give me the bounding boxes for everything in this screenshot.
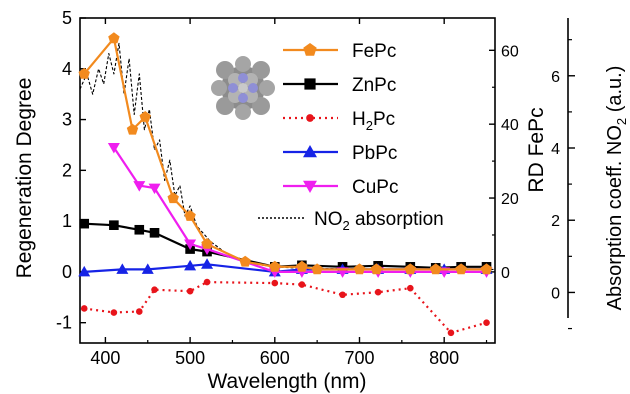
y-tick-label: 0 <box>62 262 72 282</box>
x-axis-title: Wavelength (nm) <box>207 370 366 393</box>
series-fepc <box>78 32 493 275</box>
data-point <box>133 181 146 192</box>
y-tick-label: 3 <box>62 110 72 130</box>
legend: FePc ZnPc H2Pc PbPc CuPc NO2 absorption <box>258 41 444 233</box>
y-tick-label: 4 <box>62 59 72 79</box>
data-point <box>184 210 196 221</box>
y3-axis-title-main: Absorption coeff. NO <box>604 125 626 310</box>
y-tick-label: 1 <box>62 211 72 231</box>
data-point <box>311 263 323 275</box>
x-tick-label: 700 <box>344 348 374 368</box>
data-point <box>430 263 442 275</box>
y3-tick-label: 0 <box>551 285 560 302</box>
data-point <box>269 260 281 272</box>
y2-tick-label: 20 <box>501 191 519 208</box>
data-point <box>353 263 366 275</box>
data-point <box>184 239 197 250</box>
legend-marker <box>303 145 317 158</box>
y3-tick-label: 4 <box>551 141 560 158</box>
legend-label-no2: NO2 absorption <box>314 209 444 233</box>
data-point <box>80 305 88 312</box>
data-point <box>201 238 213 249</box>
data-point <box>108 32 120 44</box>
legend-label: PbPc <box>352 143 397 164</box>
data-point <box>79 218 90 229</box>
molecule-image <box>211 56 275 120</box>
data-point <box>134 224 145 235</box>
data-point <box>139 111 151 122</box>
y2-tick-label: 40 <box>501 117 519 134</box>
series-h-pc <box>80 278 490 337</box>
y-tick-label: 2 <box>62 160 72 180</box>
legend-marker <box>303 180 317 193</box>
legend-label: CuPc <box>352 177 398 198</box>
legend-label: H2Pc <box>352 109 395 133</box>
y-tick-label: 5 <box>62 8 72 28</box>
y2-tick-label: 60 <box>501 43 519 60</box>
x-tick-label: 500 <box>175 348 205 368</box>
legend-label: FePc <box>352 41 396 62</box>
y3-axis-title-unit: (a.u.) <box>604 66 626 118</box>
data-point <box>135 308 143 315</box>
data-point <box>201 258 214 269</box>
data-point <box>151 286 158 293</box>
legend-marker <box>303 43 317 56</box>
series-line <box>84 281 487 334</box>
y3-tick-label: 2 <box>551 213 560 230</box>
x-tick-label: 400 <box>90 348 120 368</box>
y-tick-label: -1 <box>56 313 72 333</box>
y-axis-title: Regeneration Degree <box>13 78 36 279</box>
series-no-absorption <box>79 42 495 270</box>
data-point <box>239 255 251 267</box>
legend-marker <box>304 78 316 90</box>
y3-tick-label: 6 <box>551 69 560 86</box>
y3-axis-title: Absorption coeff. NO2 (a.u.) <box>604 66 629 311</box>
y2-tick-label: 0 <box>501 265 510 282</box>
data-point <box>141 263 154 274</box>
data-point <box>78 265 91 277</box>
series-line <box>79 42 495 270</box>
x-tick-label: 800 <box>429 348 459 368</box>
series-line <box>84 222 487 269</box>
data-point <box>167 192 179 204</box>
data-point <box>455 263 467 275</box>
legend-label: ZnPc <box>352 75 396 96</box>
data-point <box>370 263 383 275</box>
data-point <box>126 123 139 135</box>
data-point <box>483 319 490 326</box>
data-point <box>149 228 160 238</box>
data-point <box>148 183 161 195</box>
data-point <box>271 279 279 287</box>
data-point <box>480 263 493 275</box>
data-point <box>447 329 455 337</box>
data-point <box>404 263 416 275</box>
data-point <box>339 291 346 299</box>
data-point <box>78 67 90 79</box>
x-tick-label: 600 <box>260 348 290 368</box>
data-point <box>116 263 129 274</box>
data-point <box>296 260 308 272</box>
data-point <box>298 281 306 288</box>
data-point <box>107 142 120 154</box>
y3-axis-title-sub: 2 <box>614 118 629 125</box>
data-point <box>110 309 118 316</box>
series-layer <box>78 32 495 337</box>
data-point <box>203 278 211 286</box>
data-point <box>184 259 197 271</box>
y2-axis-title: RD FePc <box>525 107 548 192</box>
plot-frame <box>79 17 496 344</box>
series-line <box>83 37 487 271</box>
data-point <box>407 284 414 292</box>
legend-marker <box>306 114 314 122</box>
data-point <box>186 287 194 295</box>
data-point <box>374 288 382 296</box>
data-point <box>109 220 119 230</box>
